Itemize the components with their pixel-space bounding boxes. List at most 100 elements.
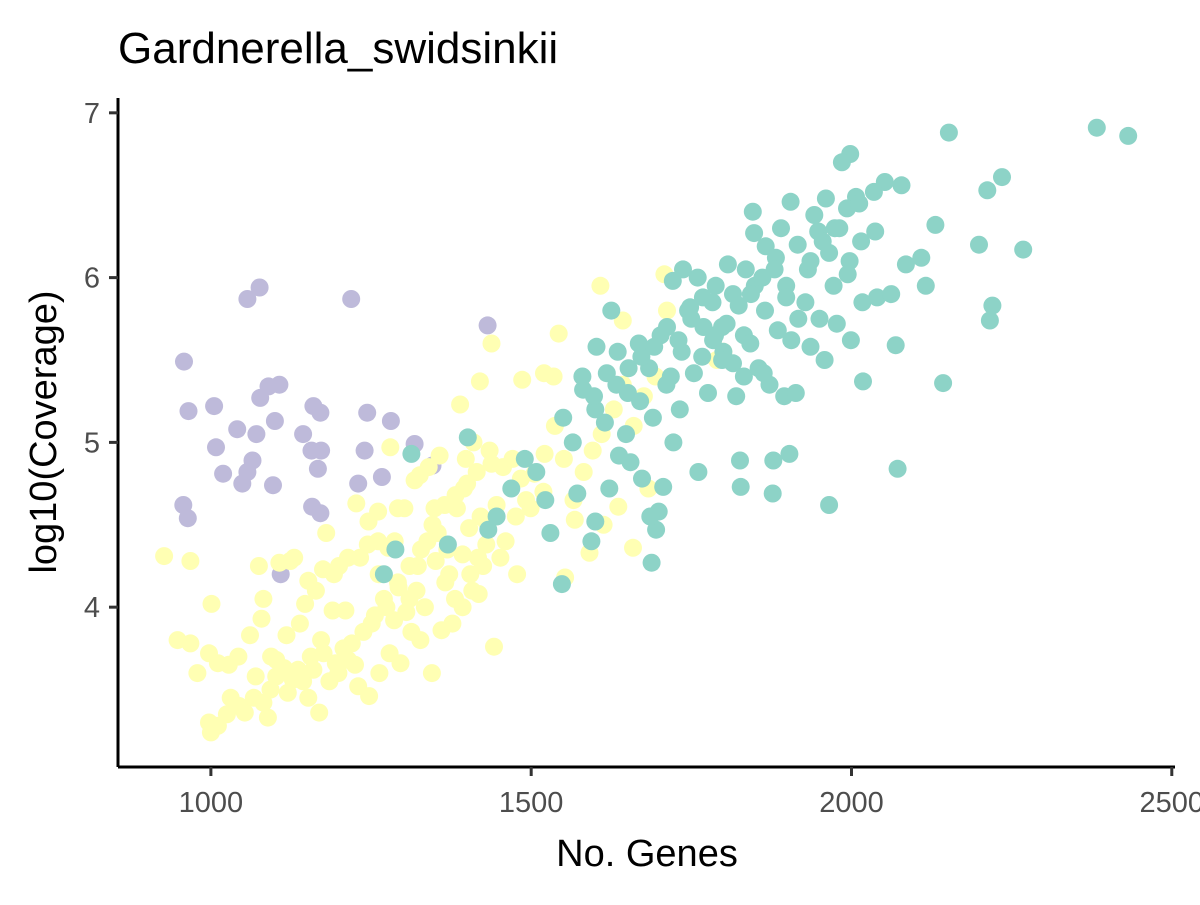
data-point-s2-143 <box>669 331 688 350</box>
data-point-s1-106 <box>517 491 536 510</box>
data-point-s2-79 <box>487 507 506 526</box>
data-point-s1-31 <box>624 538 642 557</box>
data-point-s1-120 <box>358 535 377 554</box>
data-point-s1-112 <box>574 463 593 481</box>
data-point-s1-68 <box>188 664 207 683</box>
data-point-s2-119 <box>657 375 676 394</box>
data-point-s2-141 <box>645 337 664 356</box>
data-point-s2-66 <box>633 469 651 488</box>
data-point-s2-129 <box>796 293 815 312</box>
data-point-s0-18 <box>294 425 313 444</box>
data-point-s1-148 <box>397 603 416 622</box>
data-point-s2-17 <box>743 202 762 221</box>
data-point-s2-153 <box>789 309 808 328</box>
data-point-s2-81 <box>458 428 477 447</box>
data-point-s1-138 <box>267 650 286 669</box>
data-point-s2-89 <box>586 400 605 419</box>
data-point-s2-156 <box>825 219 844 238</box>
data-point-s2-147 <box>717 314 736 333</box>
data-point-s2-15 <box>756 237 775 256</box>
data-point-s1-33 <box>658 301 676 320</box>
data-point-s2-40 <box>882 285 901 304</box>
data-point-s1-162 <box>304 660 323 679</box>
data-point-s2-29 <box>734 367 753 386</box>
data-point-s1-56 <box>317 524 336 542</box>
data-point-s2-151 <box>765 260 784 279</box>
data-point-s1-174 <box>446 486 465 505</box>
data-point-s2-65 <box>641 507 660 526</box>
data-point-s2-127 <box>768 321 787 340</box>
data-point-s2-113 <box>840 252 859 271</box>
data-point-s1-43 <box>470 372 489 391</box>
data-point-s1-154 <box>453 545 472 564</box>
data-point-s2-49 <box>886 336 905 355</box>
data-point-s2-59 <box>689 463 708 481</box>
data-point-s1-96 <box>411 631 430 650</box>
data-point-s0-3 <box>342 290 361 308</box>
data-point-s2-140 <box>632 347 651 366</box>
data-point-s1-39 <box>549 324 568 343</box>
data-point-s2-71 <box>582 532 601 551</box>
data-point-s2-91 <box>608 342 627 361</box>
data-point-s2-133 <box>852 232 871 251</box>
data-point-s2-16 <box>745 224 764 243</box>
data-point-s1-3 <box>249 557 268 575</box>
data-point-s1-115 <box>604 400 623 419</box>
data-point-s2-125 <box>741 334 760 353</box>
data-point-s2-55 <box>764 451 783 470</box>
y-tick-label: 5 <box>84 427 100 459</box>
data-point-s1-168 <box>377 598 396 617</box>
data-point-s2-48 <box>916 276 935 295</box>
x-axis-title: No. Genes <box>556 833 738 875</box>
data-point-s2-152 <box>777 288 796 307</box>
data-point-s2-33 <box>786 384 805 402</box>
data-point-s1-67 <box>200 644 218 663</box>
data-point-s2-144 <box>681 298 700 317</box>
x-tick-label: 1000 <box>179 787 244 819</box>
data-point-s2-51 <box>854 372 872 391</box>
data-point-s2-73 <box>552 575 571 594</box>
chart-title: Gardnerella_swidsinkii <box>118 24 558 73</box>
data-point-s2-80 <box>479 520 498 539</box>
data-point-s1-99 <box>443 614 462 633</box>
data-point-s1-166 <box>354 622 373 641</box>
data-point-s0-33 <box>178 509 197 528</box>
data-point-s1-158 <box>246 667 265 686</box>
data-point-s2-35 <box>815 351 834 369</box>
data-point-s1-53 <box>347 494 366 513</box>
data-point-s2-108 <box>788 235 807 254</box>
data-point-s1-38 <box>591 276 610 295</box>
data-point-s0-27 <box>264 476 282 495</box>
data-point-s1-156 <box>469 585 488 603</box>
data-point-s1-59 <box>285 548 304 567</box>
y-tick-label: 6 <box>84 263 100 295</box>
data-point-s1-18 <box>456 449 475 468</box>
data-point-s2-86 <box>554 408 573 427</box>
data-point-s2-4 <box>832 153 851 172</box>
data-point-s2-0 <box>939 123 958 142</box>
data-point-s2-128 <box>782 331 801 350</box>
data-point-s0-35 <box>311 504 330 523</box>
data-point-s1-149 <box>407 581 426 600</box>
data-point-s2-122 <box>699 384 717 402</box>
data-point-s2-6 <box>892 176 911 195</box>
data-point-s2-117 <box>631 392 650 411</box>
data-point-s2-72 <box>568 484 587 503</box>
data-point-s2-148 <box>729 296 748 315</box>
data-point-s0-2 <box>250 278 269 297</box>
data-point-s1-105 <box>506 507 525 526</box>
data-point-s1-132 <box>469 548 487 567</box>
data-point-s1-170 <box>400 557 419 575</box>
data-point-s2-120 <box>670 400 689 419</box>
data-point-s2-114 <box>587 337 606 356</box>
data-point-s1-24 <box>535 444 554 463</box>
data-point-s1-10 <box>336 601 355 620</box>
data-point-s2-7 <box>864 182 883 201</box>
data-point-s0-12 <box>311 403 330 422</box>
data-point-s2-68 <box>610 446 628 465</box>
data-point-s2-47 <box>980 311 999 330</box>
data-point-s2-21 <box>688 268 707 287</box>
y-tick-label: 7 <box>84 98 100 130</box>
data-point-s2-50 <box>934 374 953 393</box>
data-point-s1-150 <box>415 598 434 617</box>
